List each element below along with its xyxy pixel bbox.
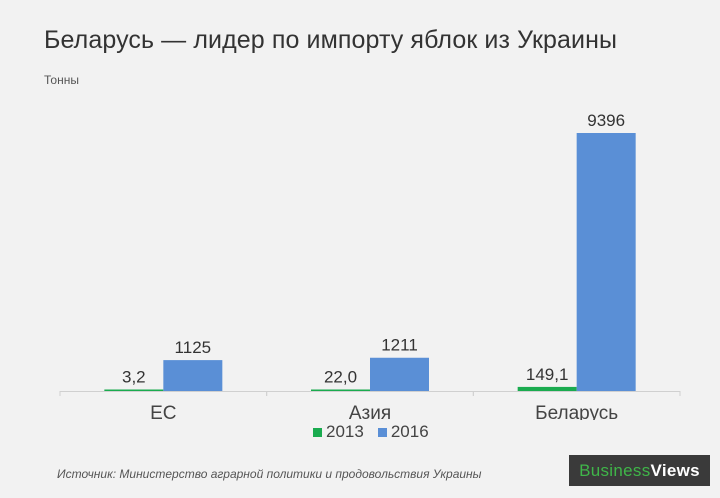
bar-2013-Азия bbox=[311, 389, 370, 391]
bar-2016-Беларусь bbox=[576, 133, 636, 391]
legend: 2013 2016 bbox=[313, 422, 443, 442]
category-label: ЕС bbox=[150, 403, 176, 420]
data-label-2013-ЕС: 3,2 bbox=[122, 368, 146, 387]
bar-2016-ЕС bbox=[163, 360, 223, 391]
data-label-2013-Беларусь: 149,1 bbox=[526, 365, 569, 384]
legend-item-2016: 2016 bbox=[377, 422, 429, 442]
source-note: Источник: Министерство аграрной политики… bbox=[57, 467, 482, 481]
legend-item-2013: 2013 bbox=[313, 422, 364, 442]
legend-swatch-2016 bbox=[377, 427, 387, 437]
bar-2013-Беларусь bbox=[517, 386, 577, 391]
data-label-2016-Беларусь: 9396 bbox=[587, 111, 625, 130]
logo-part-views: Views bbox=[650, 460, 700, 480]
businessviews-logo: Business Views bbox=[569, 455, 710, 486]
data-label-2013-Азия: 22,0 bbox=[324, 368, 357, 387]
bar-2013-ЕС bbox=[104, 389, 164, 391]
chart-title: Беларусь — лидер по импорту яблок из Укр… bbox=[44, 26, 618, 54]
category-label: Беларусь bbox=[535, 403, 618, 420]
legend-swatch-2013 bbox=[313, 427, 322, 437]
legend-label-2013: 2013 bbox=[326, 422, 364, 441]
unit-label: Тонны bbox=[44, 73, 79, 87]
logo-part-business: Business bbox=[579, 460, 651, 480]
legend-label-2016: 2016 bbox=[390, 422, 429, 441]
bar-2016-Азия bbox=[370, 357, 429, 391]
category-label: Азия bbox=[349, 403, 391, 420]
bar-chart: 3,2 1125 ЕС 22,0 1211 Азия 149,1 9396 Беларусь bbox=[59, 111, 681, 420]
data-label-2016-Азия: 1211 bbox=[381, 336, 418, 355]
data-label-2016-ЕС: 1125 bbox=[175, 338, 212, 357]
